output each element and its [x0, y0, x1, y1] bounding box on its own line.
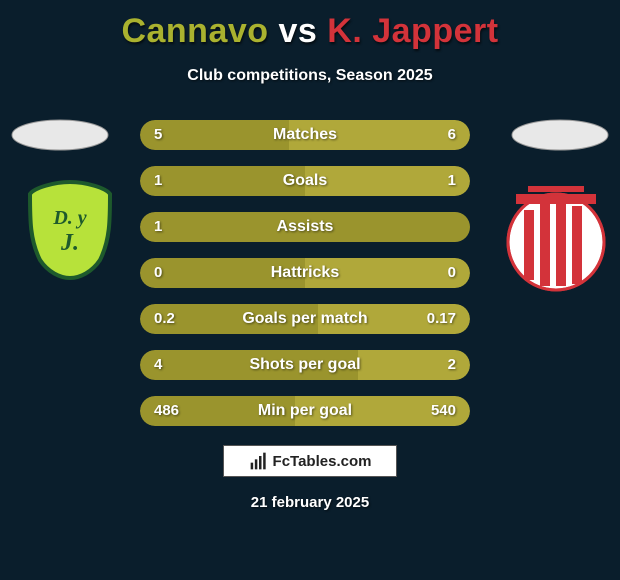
- stat-row: Goals per match0.2 0.17: [140, 304, 470, 334]
- season-subtitle: Club competitions, Season 2025: [0, 67, 620, 85]
- stat-label: Assists: [140, 212, 470, 242]
- stat-row: Assists1: [140, 212, 470, 242]
- player2-photo-placeholder: [510, 118, 610, 153]
- stat-value-left: 486: [154, 396, 179, 426]
- player1-name: Cannavo: [121, 12, 268, 50]
- stat-row: Matches5 6: [140, 120, 470, 150]
- vs-label: vs: [279, 12, 318, 50]
- player1-club-badge: D. y J.: [26, 180, 114, 280]
- fctables-logo-icon: [249, 451, 269, 471]
- stat-value-right: 1: [448, 166, 456, 196]
- stat-row: Hattricks0 0: [140, 258, 470, 288]
- stat-value-left: 5: [154, 120, 162, 150]
- stat-value-left: 4: [154, 350, 162, 380]
- stat-label: Hattricks: [140, 258, 470, 288]
- stat-value-left: 0.2: [154, 304, 175, 334]
- comparison-title: Cannavo vs K. Jappert: [0, 0, 620, 51]
- source-label: FcTables.com: [273, 453, 372, 470]
- source-badge: FcTables.com: [223, 445, 397, 477]
- stat-label: Shots per goal: [140, 350, 470, 380]
- stat-value-right: 6: [448, 120, 456, 150]
- stat-label: Matches: [140, 120, 470, 150]
- stat-row: Shots per goal4 2: [140, 350, 470, 380]
- stat-value-right: 540: [431, 396, 456, 426]
- stat-value-left: 0: [154, 258, 162, 288]
- stat-value-right: 0.17: [427, 304, 456, 334]
- stats-area: Matches56Goals11Assists1Hattricks00Goals…: [140, 120, 470, 442]
- player2-name: K. Jappert: [327, 12, 498, 50]
- stat-value-right: 2: [448, 350, 456, 380]
- stat-value-left: 1: [154, 212, 162, 242]
- svg-text:D. y: D. y: [52, 207, 86, 229]
- stat-row: Goals1 1: [140, 166, 470, 196]
- stat-value-left: 1: [154, 166, 162, 196]
- footer-date: 21 february 2025: [0, 494, 620, 511]
- stat-row: Min per goal486 540: [140, 396, 470, 426]
- stat-label: Goals: [140, 166, 470, 196]
- player2-club-badge: [506, 180, 606, 300]
- stat-label: Min per goal: [140, 396, 470, 426]
- svg-text:J.: J.: [60, 230, 79, 256]
- stat-value-right: 0: [448, 258, 456, 288]
- player1-photo-placeholder: [10, 118, 110, 153]
- stat-label: Goals per match: [140, 304, 470, 334]
